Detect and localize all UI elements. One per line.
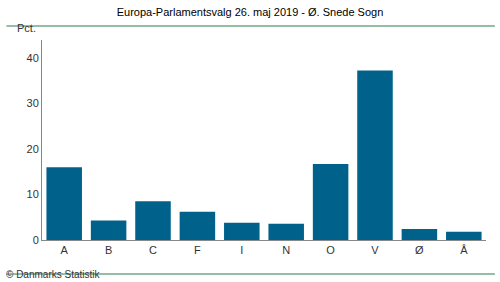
svg-text:B: B — [105, 244, 112, 256]
svg-text:C: C — [149, 244, 157, 256]
svg-text:N: N — [282, 244, 290, 256]
svg-text:Pct.: Pct. — [17, 22, 36, 34]
svg-text:V: V — [371, 244, 379, 256]
svg-text:20: 20 — [27, 143, 39, 155]
svg-text:Ø: Ø — [415, 244, 424, 256]
svg-text:I: I — [240, 244, 243, 256]
svg-text:A: A — [61, 244, 69, 256]
svg-text:10: 10 — [27, 188, 39, 200]
svg-text:© Danmarks Statistik: © Danmarks Statistik — [6, 269, 101, 280]
svg-text:40: 40 — [27, 52, 39, 64]
svg-text:Europa-Parlamentsvalg 26. maj: Europa-Parlamentsvalg 26. maj 2019 - Ø. … — [117, 6, 384, 18]
svg-text:F: F — [194, 244, 201, 256]
svg-text:0: 0 — [33, 234, 39, 246]
svg-text:30: 30 — [27, 97, 39, 109]
svg-text:O: O — [326, 244, 335, 256]
svg-text:Å: Å — [460, 244, 468, 256]
